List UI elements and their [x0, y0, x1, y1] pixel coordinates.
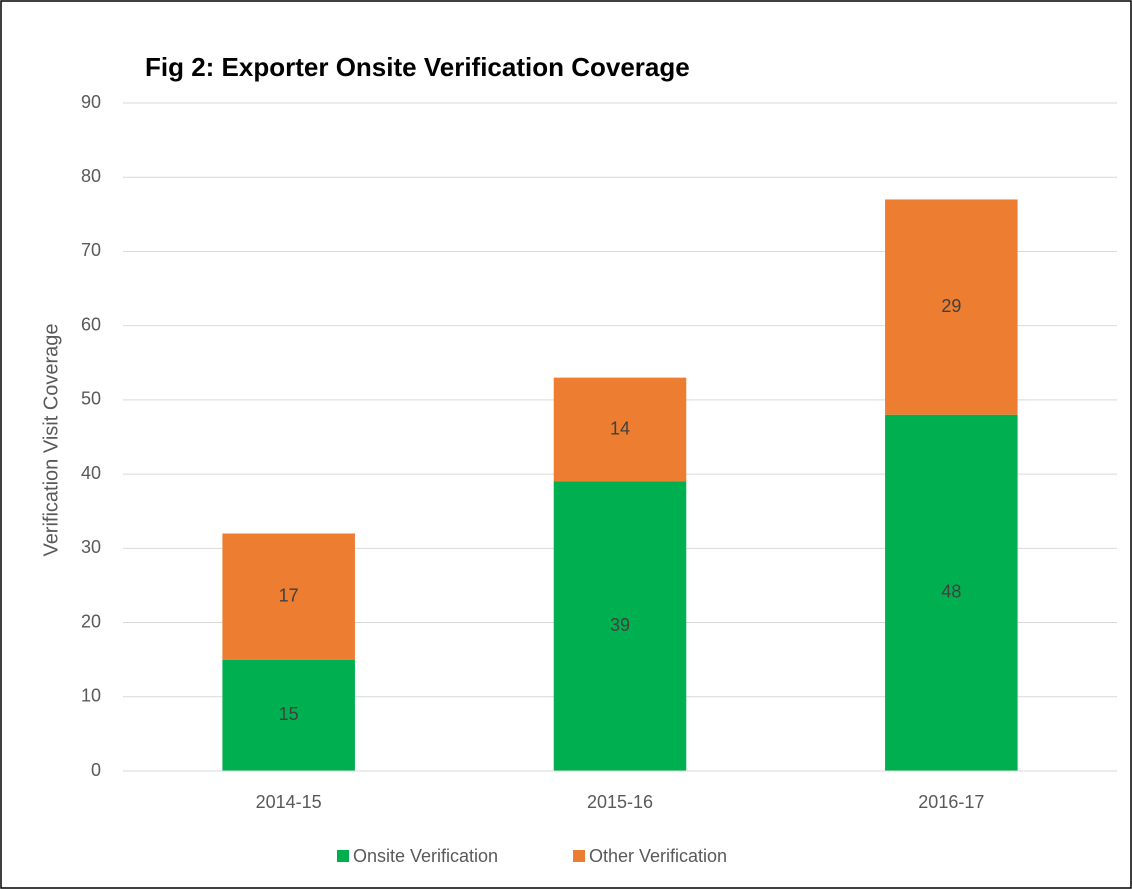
data-label: 39: [610, 615, 630, 635]
y-axis-label: Verification Visit Coverage: [40, 323, 62, 556]
data-label: 14: [610, 418, 630, 438]
bar-segment: [553, 481, 687, 771]
y-tick-label: 0: [91, 760, 101, 780]
bar-segment: [222, 533, 355, 660]
y-tick-label: 40: [81, 463, 101, 483]
y-tick-label: 80: [81, 166, 101, 186]
x-tick-label: 2015-16: [587, 792, 653, 812]
y-tick-label: 50: [81, 389, 101, 409]
y-tick-label: 20: [81, 611, 101, 631]
bar-segment: [222, 659, 355, 771]
y-tick-label: 60: [81, 314, 101, 334]
chart-title: Fig 2: Exporter Onsite Verification Cove…: [145, 52, 690, 82]
legend-swatch: [573, 850, 585, 862]
bar-segment: [553, 377, 687, 482]
legend-label: Onsite Verification: [353, 846, 498, 866]
y-tick-label: 70: [81, 240, 101, 260]
x-tick-label: 2014-15: [256, 792, 322, 812]
data-label: 48: [941, 582, 961, 602]
y-tick-label: 30: [81, 537, 101, 557]
legend-label: Other Verification: [589, 846, 727, 866]
data-label: 29: [941, 296, 961, 316]
bar-segment: [885, 414, 1018, 771]
y-tick-label: 90: [81, 92, 101, 112]
legend-swatch: [337, 850, 349, 862]
data-label: 15: [279, 704, 299, 724]
bar-segment: [885, 199, 1018, 415]
y-tick-label: 10: [81, 686, 101, 706]
data-label: 17: [279, 585, 299, 605]
x-tick-label: 2016-17: [918, 792, 984, 812]
